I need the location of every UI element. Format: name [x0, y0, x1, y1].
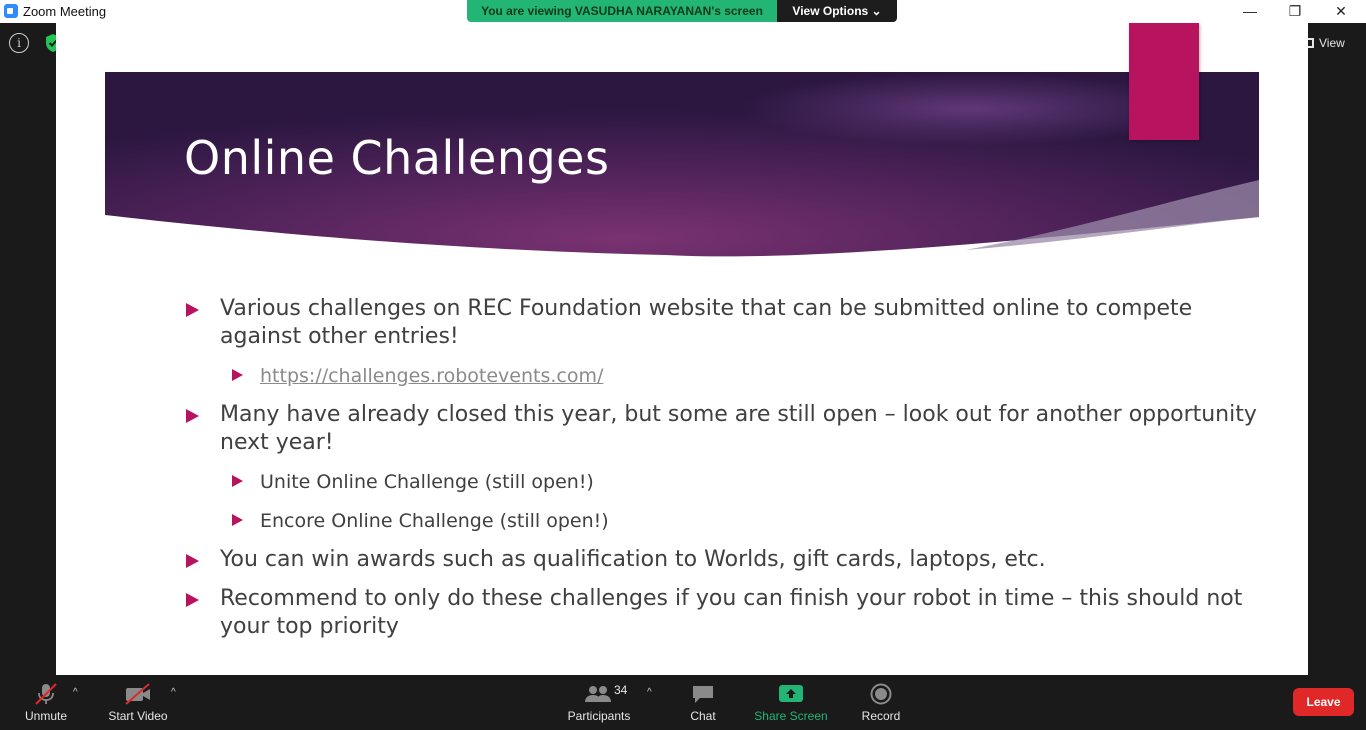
slide-title: Online Challenges: [184, 131, 610, 185]
bullet-text: Many have already closed this year, but …: [220, 402, 1257, 455]
audio-options-caret[interactable]: ^: [73, 687, 78, 698]
slide-bullet-list: Various challenges on REC Foundation web…: [184, 295, 1264, 652]
bullet-item: Many have already closed this year, but …: [184, 401, 1264, 457]
close-button[interactable]: ✕: [1335, 3, 1347, 19]
sub-bullet-item: Encore Online Challenge (still open!): [184, 507, 1264, 535]
bullet-text: Unite Online Challenge (still open!): [260, 471, 594, 493]
chat-bubble-icon: [693, 686, 713, 703]
view-layout-button[interactable]: View: [1304, 32, 1360, 54]
bullet-arrow-icon: [186, 303, 199, 317]
bullet-arrow-icon: [232, 475, 243, 487]
share-screen-label: Share Screen: [754, 709, 828, 723]
shared-screen-slide: Online Challenges Various challenges on …: [56, 23, 1308, 675]
sub-bullet-item: https://challenges.robotevents.com/: [184, 362, 1264, 390]
start-video-button[interactable]: Start Video: [103, 675, 173, 730]
bullet-arrow-icon: [186, 554, 199, 568]
sub-bullet-item: Unite Online Challenge (still open!): [184, 468, 1264, 496]
bullet-arrow-icon: [186, 593, 199, 607]
participants-options-caret[interactable]: ^: [647, 687, 652, 698]
challenges-link[interactable]: https://challenges.robotevents.com/: [260, 365, 604, 387]
meeting-info-icon[interactable]: i: [9, 33, 29, 53]
start-video-label: Start Video: [108, 709, 168, 723]
bullet-item: You can win awards such as qualification…: [184, 546, 1264, 574]
restore-button[interactable]: ❐: [1288, 3, 1302, 19]
chat-label: Chat: [690, 709, 716, 723]
record-button[interactable]: Record: [855, 675, 907, 730]
share-screen-button[interactable]: Share Screen: [752, 675, 830, 730]
bullet-item: Various challenges on REC Foundation web…: [184, 295, 1264, 351]
meeting-toolbar: Unmute ^ Start Video ^ Participants 34 ^…: [0, 675, 1366, 730]
leave-meeting-button[interactable]: Leave: [1293, 688, 1354, 716]
slide-header-banner: [105, 72, 1259, 257]
viewing-screen-text: You are viewing VASUDHA NARAYANAN's scre…: [467, 0, 777, 22]
unmute-button[interactable]: Unmute: [16, 675, 76, 730]
bullet-text: Recommend to only do these challenges if…: [220, 586, 1243, 639]
record-icon: [870, 683, 892, 705]
bullet-text: Various challenges on REC Foundation web…: [220, 296, 1193, 349]
screen-share-banner: You are viewing VASUDHA NARAYANAN's scre…: [467, 0, 897, 22]
view-label: View: [1319, 36, 1345, 50]
participants-button[interactable]: Participants: [563, 675, 635, 730]
video-options-caret[interactable]: ^: [171, 687, 176, 698]
chat-button[interactable]: Chat: [680, 675, 726, 730]
unmute-label: Unmute: [24, 709, 68, 723]
participants-count: 34: [614, 683, 628, 697]
muted-microphone-icon: [35, 683, 57, 705]
bullet-text: You can win awards such as qualification…: [220, 547, 1046, 572]
slide-accent-rectangle: [1129, 23, 1199, 140]
bullet-arrow-icon: [232, 369, 243, 381]
participants-label: Participants: [567, 709, 631, 723]
zoom-app-icon: [4, 4, 18, 18]
window-title: Zoom Meeting: [23, 4, 107, 19]
view-options-button[interactable]: View Options ⌄: [777, 0, 897, 22]
bullet-text: Encore Online Challenge (still open!): [260, 510, 609, 532]
bullet-item: Recommend to only do these challenges if…: [184, 585, 1264, 641]
participants-icon: [585, 686, 611, 702]
bullet-arrow-icon: [186, 409, 199, 423]
share-screen-icon: [779, 685, 803, 702]
minimize-button[interactable]: —: [1243, 3, 1257, 19]
video-off-icon: [125, 683, 150, 705]
bullet-arrow-icon: [232, 514, 243, 526]
record-label: Record: [861, 709, 901, 723]
